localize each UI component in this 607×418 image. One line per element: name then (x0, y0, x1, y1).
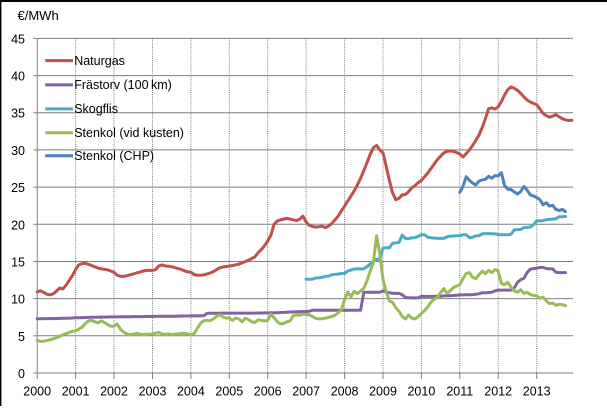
svg-text:0: 0 (18, 367, 25, 381)
svg-text:2013: 2013 (523, 385, 551, 399)
svg-text:Stenkol (vid kusten): Stenkol (vid kusten) (74, 126, 184, 140)
svg-text:35: 35 (11, 107, 25, 121)
svg-text:20: 20 (11, 218, 25, 232)
svg-text:45: 45 (11, 32, 25, 46)
svg-text:15: 15 (11, 256, 25, 270)
svg-text:2006: 2006 (254, 385, 282, 399)
svg-text:2000: 2000 (23, 385, 51, 399)
svg-text:25: 25 (11, 181, 25, 195)
svg-text:2009: 2009 (369, 385, 397, 399)
svg-text:2012: 2012 (484, 385, 512, 399)
svg-text:2008: 2008 (331, 385, 359, 399)
svg-text:2011: 2011 (446, 385, 473, 399)
svg-text:€/MWh: €/MWh (18, 8, 59, 23)
svg-text:2004: 2004 (177, 385, 205, 399)
svg-text:Skogflis: Skogflis (74, 102, 118, 116)
svg-text:2005: 2005 (215, 385, 243, 399)
svg-text:Frästorv (100 km): Frästorv (100 km) (74, 78, 172, 92)
svg-text:10: 10 (11, 293, 25, 307)
svg-text:2001: 2001 (62, 385, 90, 399)
svg-text:2010: 2010 (407, 385, 435, 399)
svg-text:2003: 2003 (139, 385, 167, 399)
svg-text:5: 5 (18, 330, 25, 344)
svg-text:40: 40 (11, 70, 25, 84)
svg-text:2007: 2007 (292, 385, 320, 399)
svg-text:2002: 2002 (100, 385, 128, 399)
svg-text:30: 30 (11, 144, 25, 158)
svg-text:Stenkol (CHP): Stenkol (CHP) (74, 149, 154, 163)
svg-text:Naturgas: Naturgas (74, 54, 125, 68)
